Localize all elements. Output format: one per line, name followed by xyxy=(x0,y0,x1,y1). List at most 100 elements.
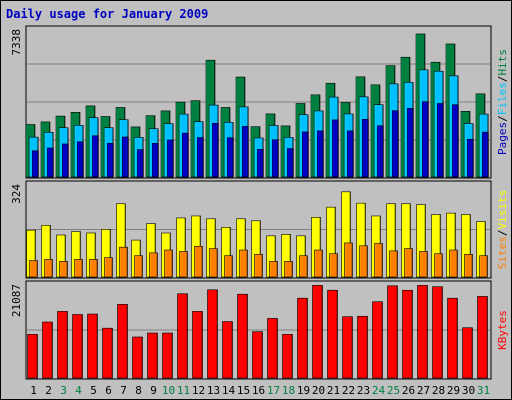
bar-pages-day-10-outline xyxy=(167,139,174,178)
bar-sites-day-17-fill xyxy=(269,261,278,277)
legend-kbytes: KBytes xyxy=(496,310,509,350)
bar-pages-day-19-fill xyxy=(302,131,309,177)
bar-kbytes-day-10-outline xyxy=(162,332,173,379)
bar-kbytes-day-2 xyxy=(42,321,53,379)
bar-kbytes-day-3-fill xyxy=(57,311,68,378)
bar-visits-day-20-fill xyxy=(311,217,321,277)
bar-sites-day-26-outline xyxy=(404,248,413,278)
bar-sites-day-10-outline xyxy=(164,249,173,278)
bar-pages-day-21-outline xyxy=(332,119,339,178)
bar-pages-day-4-fill xyxy=(77,141,84,177)
bar-pages-day-11 xyxy=(182,132,189,178)
bar-kbytes-day-12-fill xyxy=(192,311,203,378)
bar-visits-day-5-fill xyxy=(86,232,96,277)
bar-sites-day-16-fill xyxy=(254,254,263,277)
bar-kbytes-day-4 xyxy=(72,314,83,379)
bar-kbytes-day-29 xyxy=(447,297,458,379)
bar-visits-day-25-fill xyxy=(386,203,396,277)
bar-sites-day-27-outline xyxy=(419,251,428,278)
x-tick-label-day-3: 3 xyxy=(60,384,67,397)
bar-sites-day-1 xyxy=(29,260,38,278)
x-tick-label-day-29: 29 xyxy=(447,384,460,397)
bar-kbytes-day-15-fill xyxy=(237,294,248,378)
bar-kbytes-day-22-fill xyxy=(342,316,353,378)
bar-kbytes-day-22-outline xyxy=(342,316,353,379)
x-tick-label-day-16: 16 xyxy=(252,384,265,397)
bar-sites-day-14-fill xyxy=(224,255,233,277)
bar-visits-day-4-fill xyxy=(71,231,81,277)
bar-visits-day-13-fill xyxy=(206,218,216,277)
bar-pages-day-6-fill xyxy=(107,143,114,177)
bar-sites-day-18 xyxy=(284,261,293,278)
bar-sites-day-26-fill xyxy=(404,248,413,277)
bar-pages-day-10-fill xyxy=(167,139,174,177)
bar-pages-day-19-outline xyxy=(302,131,309,178)
bar-pages-day-18-outline xyxy=(287,148,294,178)
bar-pages-day-29-fill xyxy=(452,104,459,177)
bar-visits-day-2-fill xyxy=(41,225,51,277)
panel-kbytes-legend: KBytes xyxy=(496,310,509,350)
bar-sites-day-9-fill xyxy=(149,252,158,277)
bar-sites-day-11 xyxy=(179,251,188,278)
bar-visits-day-14-fill xyxy=(221,227,231,277)
x-tick-label-day-6: 6 xyxy=(105,384,112,397)
bar-sites-day-21-fill xyxy=(329,253,338,277)
x-tick-label-day-10: 10 xyxy=(162,384,175,397)
bar-kbytes-day-6-outline xyxy=(102,327,113,379)
x-tick-label-day-23: 23 xyxy=(357,384,370,397)
bar-kbytes-day-5 xyxy=(87,313,98,379)
x-tick-label-day-8: 8 xyxy=(135,384,142,397)
bar-kbytes-day-9-outline xyxy=(147,332,158,379)
bar-sites-day-4-fill xyxy=(74,259,83,277)
x-tick-label-day-11: 11 xyxy=(177,384,190,397)
x-tick-label-day-7: 7 xyxy=(120,384,127,397)
bar-pages-day-30 xyxy=(467,139,474,178)
bar-sites-day-6-fill xyxy=(104,257,113,277)
bar-kbytes-day-17-outline xyxy=(267,318,278,379)
bar-sites-day-15-outline xyxy=(239,249,248,278)
bar-sites-day-17 xyxy=(269,261,278,278)
bar-sites-day-20-outline xyxy=(314,249,323,278)
bar-pages-day-1 xyxy=(32,150,39,178)
bar-kbytes-day-14-outline xyxy=(222,321,233,379)
legend-separator: / xyxy=(496,76,509,83)
bar-pages-day-8 xyxy=(137,149,144,178)
bar-visits-day-17-fill xyxy=(266,235,276,277)
bar-pages-day-3 xyxy=(62,143,69,178)
bar-visits-day-29-fill xyxy=(446,213,456,277)
bar-sites-day-2-outline xyxy=(44,259,53,278)
bar-kbytes-day-30 xyxy=(462,327,473,379)
bar-pages-day-16-outline xyxy=(257,149,264,178)
bar-sites-day-18-outline xyxy=(284,261,293,278)
bar-sites-day-19-fill xyxy=(299,255,308,277)
legend-hits: Hits xyxy=(496,49,509,76)
bar-pages-day-5-fill xyxy=(92,135,99,177)
bar-sites-day-8-outline xyxy=(134,255,143,278)
bar-visits-day-7-fill xyxy=(116,203,126,277)
x-tick-label-day-9: 9 xyxy=(150,384,157,397)
bar-sites-day-22-outline xyxy=(344,242,353,278)
chart-title: Daily usage for January 2009 xyxy=(6,7,208,21)
bar-kbytes-day-8 xyxy=(132,336,143,379)
x-tick-label-day-27: 27 xyxy=(417,384,430,397)
bar-kbytes-day-31 xyxy=(477,296,488,379)
bar-pages-day-12 xyxy=(197,137,204,178)
legend-separator: / xyxy=(496,230,509,237)
bar-visits-day-16-fill xyxy=(251,220,261,277)
bar-kbytes-day-10 xyxy=(162,332,173,379)
bar-kbytes-day-28 xyxy=(432,286,443,379)
bar-kbytes-day-26 xyxy=(402,289,413,379)
bar-sites-day-8-fill xyxy=(134,255,143,277)
bar-kbytes-day-21-fill xyxy=(327,290,338,378)
bar-pages-day-20-outline xyxy=(317,130,324,178)
bar-kbytes-day-8-fill xyxy=(132,336,143,378)
bar-kbytes-day-30-outline xyxy=(462,327,473,379)
bar-pages-day-16-fill xyxy=(257,149,264,177)
panel-visits-sites: 324 Sites/Visits xyxy=(10,180,509,279)
bar-kbytes-day-9 xyxy=(147,332,158,379)
bar-visits-day-26-fill xyxy=(401,203,411,277)
bar-kbytes-day-7 xyxy=(117,304,128,379)
bar-sites-day-28-fill xyxy=(434,253,443,277)
bar-kbytes-day-2-outline xyxy=(42,321,53,379)
